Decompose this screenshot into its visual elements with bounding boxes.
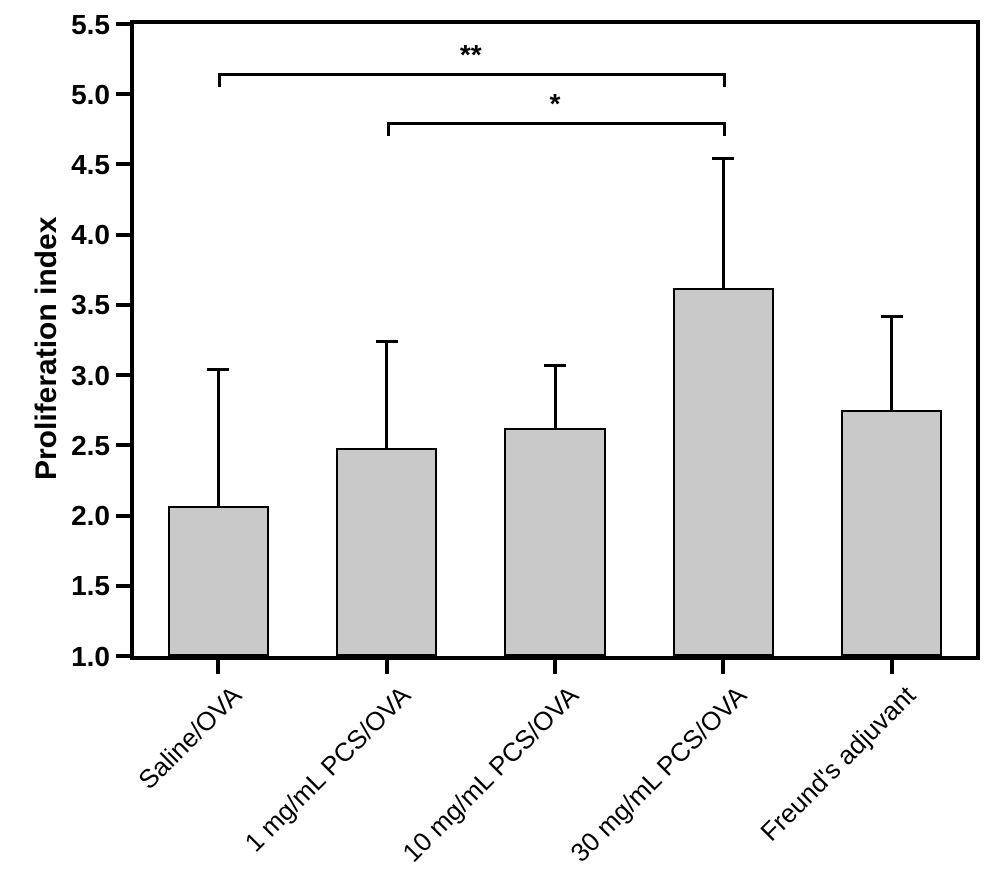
x-tick-label: Saline/OVA <box>133 680 249 796</box>
error-bar-cap <box>376 340 398 343</box>
y-tick-label: 1.5 <box>50 570 110 602</box>
bar <box>336 448 437 656</box>
y-tick-mark <box>116 233 130 237</box>
figure: Proliferation index 1.01.52.02.53.03.54.… <box>0 0 1000 885</box>
error-bar-cap <box>544 364 566 367</box>
significance-bracket-drop <box>218 73 221 87</box>
error-bar-line <box>722 159 725 288</box>
y-tick-mark <box>116 22 130 26</box>
x-tick-mark <box>385 660 389 674</box>
y-tick-mark <box>116 303 130 307</box>
y-tick-label: 2.5 <box>50 430 110 462</box>
significance-bracket-drop <box>723 73 726 87</box>
error-bar-line <box>554 365 557 428</box>
y-tick-mark <box>116 92 130 96</box>
y-tick-label: 4.5 <box>50 149 110 181</box>
error-bar-cap <box>207 368 229 371</box>
error-bar-cap <box>881 315 903 318</box>
x-tick-label: 30 mg/mL PCS/OVA <box>565 680 753 868</box>
bar <box>504 428 605 656</box>
bar <box>168 506 269 656</box>
significance-bracket-horizontal <box>218 73 726 76</box>
significance-bracket-horizontal <box>387 122 727 125</box>
bar <box>841 410 942 656</box>
error-bar-line <box>217 369 220 505</box>
y-tick-label: 5.0 <box>50 79 110 111</box>
significance-label: * <box>550 88 561 120</box>
y-tick-mark <box>116 443 130 447</box>
y-tick-label: 3.0 <box>50 360 110 392</box>
error-bar-line <box>890 316 893 410</box>
error-bar-line <box>385 341 388 448</box>
y-tick-label: 2.0 <box>50 500 110 532</box>
y-tick-mark <box>116 654 130 658</box>
bar <box>673 288 774 656</box>
x-tick-label: 10 mg/mL PCS/OVA <box>396 680 584 868</box>
y-tick-mark <box>116 373 130 377</box>
y-tick-label: 1.0 <box>50 641 110 673</box>
y-tick-label: 4.0 <box>50 219 110 251</box>
y-tick-label: 5.5 <box>50 9 110 41</box>
significance-bracket-drop <box>387 122 390 136</box>
y-tick-mark <box>116 162 130 166</box>
error-bar-cap <box>712 157 734 160</box>
x-tick-mark <box>721 660 725 674</box>
x-tick-label: Freund's adjuvant <box>754 680 921 847</box>
significance-label: ** <box>460 39 482 71</box>
significance-bracket-drop <box>723 122 726 136</box>
y-tick-mark <box>116 584 130 588</box>
x-tick-mark <box>216 660 220 674</box>
y-tick-mark <box>116 514 130 518</box>
y-tick-label: 3.5 <box>50 289 110 321</box>
x-tick-label: 1 mg/mL PCS/OVA <box>238 680 416 858</box>
x-tick-mark <box>890 660 894 674</box>
x-tick-mark <box>553 660 557 674</box>
